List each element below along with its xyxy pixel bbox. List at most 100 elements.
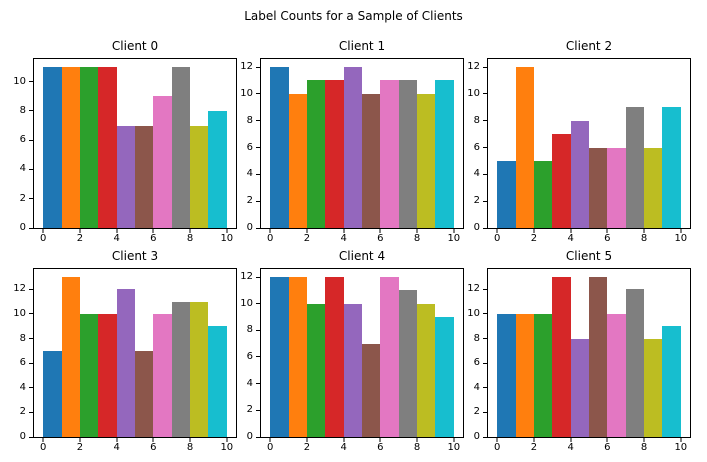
axes-frame: 0 2 4 6 8 10 12 0 2 4 6 8 10	[13, 268, 237, 453]
y-tick-mark	[256, 200, 261, 202]
x-tick-mark	[42, 437, 44, 442]
x-tick-label: 4	[340, 442, 347, 453]
x-tick-mark	[453, 228, 455, 233]
bar-label-7	[171, 301, 191, 437]
bar-label-3	[98, 67, 117, 228]
x-tick-mark	[533, 228, 535, 233]
x-tick-label: 10	[220, 233, 234, 244]
x-tick-mark	[496, 228, 498, 233]
y-tick-mark	[256, 383, 261, 385]
bar-label-2	[79, 67, 99, 228]
x-tick-label: 0	[39, 442, 47, 453]
x-tick-label: 0	[266, 442, 274, 453]
y-tick-mark	[483, 200, 488, 202]
y-tick-label: 6	[19, 134, 26, 146]
bar-label-1	[288, 93, 307, 228]
bar-label-6	[153, 313, 172, 437]
x-tick-mark	[79, 228, 81, 233]
y-tick-mark	[483, 93, 488, 95]
y-tick-mark	[483, 173, 488, 175]
bar-label-0	[497, 160, 516, 228]
x-tick-mark	[416, 437, 418, 442]
y-tick-label: 10	[467, 307, 480, 319]
x-tick-mark	[116, 228, 118, 233]
y-tick-mark	[256, 329, 261, 331]
x-tick-mark	[496, 437, 498, 442]
bar-label-7	[398, 80, 418, 228]
y-tick-mark	[256, 173, 261, 175]
y-tick-mark	[256, 147, 261, 149]
axes-frame: 0 2 4 6 8 10 12 0 2 4 6 8 10	[240, 268, 464, 453]
y-tick-label: 10	[13, 307, 26, 319]
y-tick-label: 12	[240, 61, 253, 73]
y-tick-label: 6	[246, 351, 253, 362]
bar-label-8	[644, 147, 663, 228]
bar-label-8	[190, 125, 209, 228]
y-tick-mark	[29, 288, 34, 290]
bar-label-5	[362, 93, 381, 228]
bar-label-9	[435, 80, 454, 228]
y-tick-label: 4	[19, 381, 26, 393]
bar-label-2	[533, 313, 553, 437]
y-tick-mark	[483, 436, 488, 438]
subplot-grid: Client 0 0 2 4 6 8 10 0 2 4 6 8 10 Client 1 0 2 4 6 8 10…	[13, 39, 691, 453]
x-tick-mark	[152, 437, 154, 442]
bar-label-9	[208, 326, 227, 437]
x-tick-label: 2	[76, 442, 84, 453]
bar-label-5	[135, 125, 154, 228]
bar-label-6	[607, 147, 626, 228]
y-tick-label: 2	[19, 406, 26, 418]
bar-label-8	[190, 301, 209, 437]
y-tick-mark	[483, 411, 488, 413]
y-tick-label: 8	[473, 332, 480, 344]
x-tick-label: 4	[567, 442, 574, 453]
axes-frame: 0 2 4 6 8 10 12 0 2 4 6 8 10	[240, 58, 464, 244]
bar-label-0	[43, 350, 62, 437]
x-tick-label: 6	[150, 442, 157, 453]
bar-label-7	[171, 67, 191, 228]
x-tick-label: 0	[266, 233, 274, 244]
x-tick-mark	[343, 228, 345, 233]
y-tick-label: 6	[246, 141, 253, 153]
x-tick-mark	[79, 437, 81, 442]
x-tick-label: 2	[530, 233, 538, 244]
y-tick-mark	[29, 436, 34, 438]
y-tick-label: 2	[246, 195, 253, 207]
y-tick-mark	[29, 168, 34, 170]
bar-label-7	[398, 290, 418, 437]
x-tick-label: 6	[604, 233, 611, 244]
bar-label-1	[515, 313, 534, 437]
x-tick-mark	[533, 437, 535, 442]
y-tick-mark	[29, 313, 34, 315]
bar-label-6	[380, 277, 399, 437]
axes-frame: 0 2 4 6 8 10 0 2 4 6 8 10	[13, 58, 237, 244]
bar-label-6	[380, 80, 399, 228]
bar-label-3	[98, 313, 117, 437]
x-tick-mark	[343, 437, 345, 442]
x-tick-mark	[570, 437, 572, 442]
bar-label-4	[116, 125, 135, 228]
x-tick-mark	[152, 228, 154, 233]
x-tick-mark	[379, 228, 381, 233]
x-tick-mark	[226, 437, 228, 442]
x-tick-label: 4	[340, 233, 347, 244]
y-tick-mark	[29, 411, 34, 413]
x-tick-mark	[643, 228, 645, 233]
x-tick-label: 4	[113, 233, 120, 244]
y-tick-mark	[29, 362, 34, 364]
bar-label-4	[343, 67, 362, 228]
x-tick-mark	[269, 437, 271, 442]
x-tick-mark	[42, 228, 44, 233]
bar-label-3	[325, 277, 344, 437]
bar-label-7	[625, 107, 645, 228]
bar-label-8	[417, 93, 436, 228]
x-tick-label: 10	[674, 442, 688, 453]
bar-label-1	[61, 67, 80, 228]
y-tick-label: 4	[246, 377, 253, 389]
bar-label-7	[625, 289, 645, 437]
y-tick-label: 12	[467, 283, 480, 295]
x-tick-mark	[306, 437, 308, 442]
subplot-title: Client 5	[565, 249, 613, 263]
x-tick-label: 8	[640, 442, 648, 453]
bar-label-4	[570, 338, 589, 437]
